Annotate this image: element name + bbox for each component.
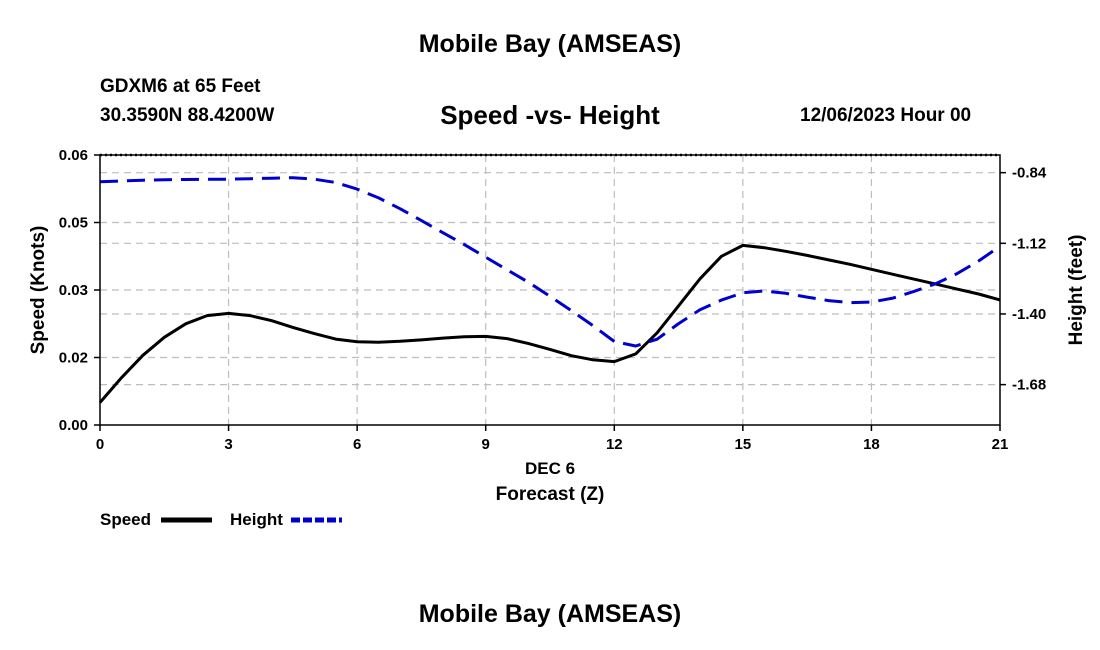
y-axis-title: Speed (Knots)	[28, 226, 49, 355]
grid	[100, 155, 1000, 425]
y-tick-label: 0.00	[59, 417, 88, 434]
series-line-height	[99, 176, 1001, 348]
x-tick-label: 12	[606, 436, 623, 453]
y-tick-label: 0.05	[59, 215, 88, 232]
y2-tick-label: -1.40	[1012, 306, 1046, 323]
x-axis-date-label: DEC 6	[525, 459, 575, 478]
datetime-label: 12/06/2023 Hour 00	[800, 105, 972, 126]
x-tick-label: 15	[735, 436, 752, 453]
y2-tick-label: -1.12	[1012, 235, 1046, 252]
legend: Speed Height	[100, 510, 342, 529]
y-tick-label: 0.02	[59, 350, 88, 367]
y-tick-label: 0.06	[59, 147, 88, 164]
y-tick-label: 0.03	[59, 282, 88, 299]
top-title: Mobile Bay (AMSEAS)	[418, 30, 682, 58]
y2-tick-label: -1.68	[1012, 377, 1046, 394]
x-tick-label: 18	[863, 436, 880, 453]
series-line-speed	[98, 243, 1001, 404]
axes: 0 3 6 9 12 15 18 21 0.00 0.02 0.03 0.05 0.06 -0.84 -1.…	[59, 147, 1047, 453]
y2-tick-label: -0.84	[1012, 165, 1047, 182]
legend-label-height: Height	[230, 510, 283, 529]
station-label: GDXM6 at 65 Feet	[100, 76, 261, 97]
x-tick-label: 3	[224, 436, 232, 453]
y2-axis-title: Height (feet)	[1066, 235, 1087, 346]
chart-title: Speed -vs- Height	[440, 100, 660, 130]
x-tick-label: 0	[96, 436, 104, 453]
x-tick-label: 6	[353, 436, 361, 453]
bottom-title: Mobile Bay (AMSEAS)	[418, 600, 682, 628]
x-axis-title: Forecast (Z)	[496, 484, 605, 505]
legend-label-speed: Speed	[100, 510, 151, 529]
coordinates-label: 30.3590N 88.4200W	[100, 105, 275, 126]
x-tick-label: 21	[992, 436, 1009, 453]
x-tick-label: 9	[482, 436, 490, 453]
series-layer	[98, 176, 1001, 404]
